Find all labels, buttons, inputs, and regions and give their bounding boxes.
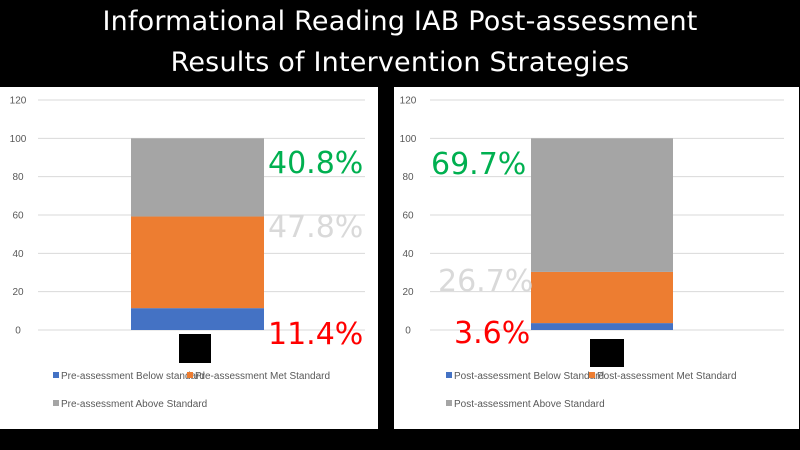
legend-swatch (446, 372, 452, 378)
y-tick-label: 120 (10, 96, 27, 107)
legend-swatch (53, 400, 59, 406)
bar-segment-above (531, 138, 673, 272)
y-tick-label: 20 (12, 287, 24, 298)
legend-label: Pre-assessment Met Standard (195, 371, 330, 382)
y-tick-label: 80 (12, 172, 24, 183)
legend-label: Post-assessment Above Standard (454, 399, 605, 410)
y-tick-label: 40 (402, 249, 414, 260)
y-tick-label: 80 (402, 172, 414, 183)
percent-annotation: 47.8% (268, 210, 363, 245)
y-tick-label: 0 (15, 326, 21, 337)
legend-swatch (446, 400, 452, 406)
legend-swatch (589, 372, 595, 378)
pre-assessment-chart: 0 20 40 60 80 100 120 40.8% 47.8% 11.4% Pre-assess… (10, 96, 365, 410)
pre-assessment-chart-panel: 0 20 40 60 80 100 120 40.8% 47.8% 11.4% Pre-assess… (0, 87, 378, 429)
bar-segment-below (531, 323, 673, 330)
legend-label: Post-assessment Met Standard (597, 371, 737, 382)
y-tick-label: 60 (12, 211, 24, 222)
legend-swatch (53, 372, 59, 378)
y-tick-label: 0 (405, 326, 411, 337)
percent-annotation: 69.7% (431, 147, 526, 182)
legend-label: Pre-assessment Above Standard (61, 399, 207, 410)
redacted-category-label (590, 339, 624, 367)
percent-annotation: 3.6% (454, 316, 530, 351)
y-tick-label: 100 (400, 134, 417, 145)
bar-segment-met (531, 271, 673, 324)
y-tick-label: 120 (400, 96, 417, 107)
redacted-category-label (179, 334, 211, 363)
y-tick-label: 20 (402, 287, 414, 298)
bar-segment-met (131, 216, 264, 309)
percent-annotation: 40.8% (268, 146, 363, 181)
legend-label: Pre-assessment Below standard (61, 371, 205, 382)
post-assessment-chart-panel: 0 20 40 60 80 100 120 69.7% 26.7% 3.6% Post-assess… (394, 87, 799, 429)
chart-title-line-2: Results of Intervention Strategies (170, 47, 630, 78)
bar-segment-below (131, 308, 264, 330)
bar-segment-above (131, 138, 264, 217)
chart-title-line-1: Informational Reading IAB Post-assessmen… (102, 6, 698, 37)
post-assessment-chart: 0 20 40 60 80 100 120 69.7% 26.7% 3.6% Post-assess… (400, 96, 784, 410)
legend-swatch (187, 372, 193, 378)
y-tick-label: 60 (402, 211, 414, 222)
percent-annotation: 11.4% (268, 317, 363, 352)
legend-label: Post-assessment Below Standard (454, 371, 604, 382)
y-tick-label: 40 (12, 249, 24, 260)
y-tick-label: 100 (10, 134, 27, 145)
percent-annotation: 26.7% (438, 264, 533, 299)
